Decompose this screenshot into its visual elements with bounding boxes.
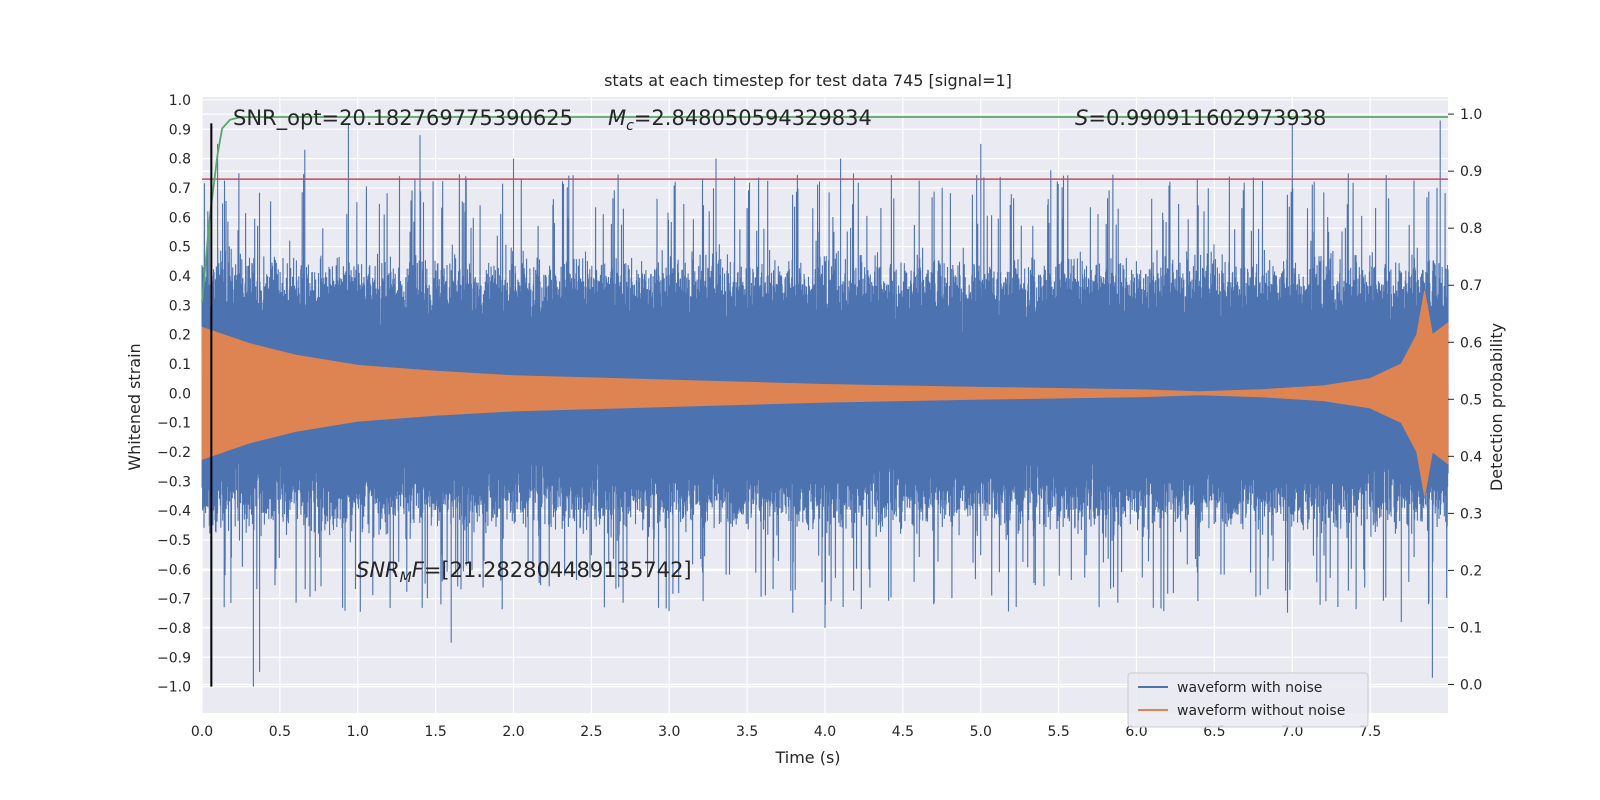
annotation-snr-mf: SNRMF=[21.282804489135742]: [356, 558, 692, 586]
y-tick-label: −0.2: [157, 445, 191, 461]
y-tick-label: −0.5: [157, 533, 191, 549]
legend: waveform with noise waveform without noi…: [1127, 672, 1369, 728]
x-tick-label: 7.5: [1359, 724, 1381, 740]
y2-axis-label: Detection probability: [1487, 323, 1506, 491]
y-tick-label: −0.8: [157, 621, 191, 637]
x-tick-label: 4.5: [892, 724, 914, 740]
y-tick-label: −0.6: [157, 562, 191, 578]
y-tick-label: −0.3: [157, 474, 191, 490]
x-tick-label: 1.0: [347, 724, 369, 740]
x-axis-label: Time (s): [774, 748, 840, 767]
y-tick-label: −0.4: [157, 504, 191, 520]
y-axis-label: Whitened strain: [125, 343, 144, 470]
y2-tick-label: 0.1: [1460, 620, 1482, 636]
x-axis-ticks: 0.0 0.5 1.0 1.5 2.0 2.5 3.0 3.5 4.0 4.5 5.0 5.5 6.0 6…: [191, 724, 1381, 740]
x-tick-label: 1.5: [424, 724, 446, 740]
y2-tick-label: 0.5: [1460, 392, 1482, 408]
x-tick-label: 3.5: [736, 724, 758, 740]
y2-tick-label: 0.2: [1460, 563, 1482, 579]
y-tick-label: −0.9: [157, 650, 191, 666]
x-tick-label: 6.0: [1125, 724, 1147, 740]
y2-tick-label: 0.7: [1460, 278, 1482, 294]
legend-label-noise: waveform with noise: [1177, 680, 1322, 696]
legend-label-clean: waveform without noise: [1177, 703, 1345, 719]
x-tick-label: 3.0: [658, 724, 680, 740]
y-tick-label: 0.2: [169, 328, 191, 344]
y-tick-label: 0.4: [169, 269, 191, 285]
y-tick-label: −0.1: [157, 416, 191, 432]
chart-title: stats at each timestep for test data 745…: [604, 71, 1012, 90]
annotation-mc: Mc=2.848050594329834: [608, 106, 872, 134]
series-waveform-without-noise: [201, 290, 1449, 496]
x-tick-label: 5.0: [970, 724, 992, 740]
y-tick-label: 0.8: [169, 152, 191, 168]
y-axis-ticks: 1.0 0.9 0.8 0.7 0.6 0.5 0.4 0.3 0.2 0.1 0.0 −0.1 −0.…: [157, 93, 191, 696]
y2-tick-label: 0.0: [1460, 677, 1482, 693]
y2-tick-label: 0.3: [1460, 506, 1482, 522]
y-tick-label: 0.1: [169, 357, 191, 373]
x-tick-label: 4.0: [814, 724, 836, 740]
x-tick-label: 7.0: [1281, 724, 1303, 740]
x-tick-label: 2.5: [580, 724, 602, 740]
series-layer: [201, 116, 1449, 687]
y-tick-label: −1.0: [157, 680, 191, 696]
annotation-s: S=0.990911602973938: [1075, 106, 1326, 130]
y2-axis-ticks: 1.0 0.9 0.8 0.7 0.6 0.5 0.4 0.3 0.2 0.1 0.0: [1448, 107, 1482, 693]
x-tick-label: 6.5: [1203, 724, 1225, 740]
y2-tick-label: 1.0: [1460, 107, 1482, 123]
y2-tick-label: 0.8: [1460, 221, 1482, 237]
y-tick-label: 0.3: [169, 298, 191, 314]
x-tick-label: 0.5: [269, 724, 291, 740]
y-tick-label: 0.7: [169, 181, 191, 197]
y2-tick-label: 0.9: [1460, 164, 1482, 180]
x-tick-label: 2.0: [502, 724, 524, 740]
y-tick-label: 0.5: [169, 240, 191, 256]
y-tick-label: 0.6: [169, 210, 191, 226]
y-tick-label: 0.9: [169, 122, 191, 138]
y-tick-label: 0.0: [169, 386, 191, 402]
annotation-snr-opt: SNR_opt=20.182769775390625: [233, 106, 573, 131]
x-tick-label: 0.0: [191, 724, 213, 740]
y-tick-label: −0.7: [157, 592, 191, 608]
x-tick-label: 5.5: [1047, 724, 1069, 740]
y-tick-label: 1.0: [169, 93, 191, 109]
y2-tick-label: 0.6: [1460, 335, 1482, 351]
y2-tick-label: 0.4: [1460, 449, 1482, 465]
series-detection-probability: [201, 116, 1448, 303]
